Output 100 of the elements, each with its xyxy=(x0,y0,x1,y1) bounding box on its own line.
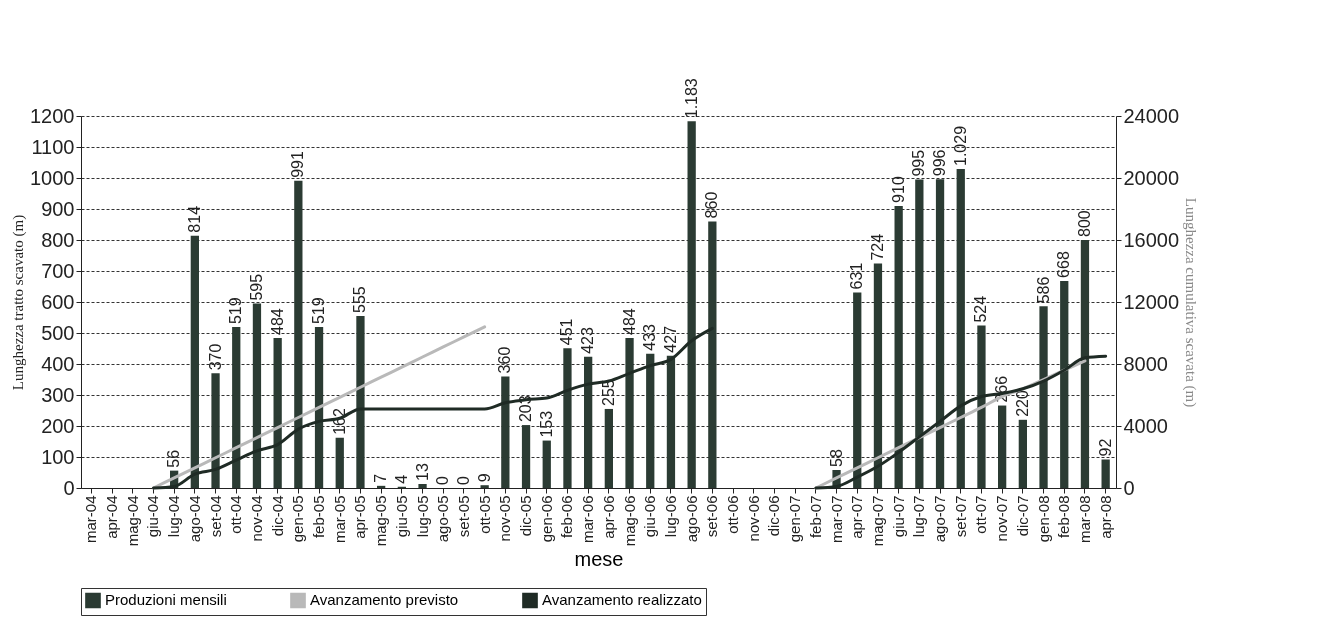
bar xyxy=(521,425,531,488)
x-tick-label: ott-04 xyxy=(227,495,245,534)
x-tick-label: nov-05 xyxy=(496,495,514,542)
x-tick-label: nov-06 xyxy=(744,495,762,542)
x-tick-label: lug-05 xyxy=(413,495,431,538)
bar xyxy=(480,485,489,488)
x-tick-label: apr-08 xyxy=(1096,495,1114,539)
x-tick-label: nov-04 xyxy=(247,495,265,542)
data-label: 595 xyxy=(247,273,265,301)
y-tick-label: 800 xyxy=(41,228,75,251)
data-label: 220 xyxy=(1013,390,1031,417)
data-label: 7 xyxy=(372,473,390,483)
x-tick-label: mar-05 xyxy=(330,495,348,544)
x-tick-label: gen-06 xyxy=(537,495,555,543)
x-tick-label: lug-07 xyxy=(910,495,928,538)
x-tick-label: mag-04 xyxy=(123,495,141,547)
data-label: 370 xyxy=(206,343,224,371)
x-tick-label: gen-07 xyxy=(786,495,804,543)
y2-tick-label: 16000 xyxy=(1123,228,1180,251)
data-label: 860 xyxy=(703,191,721,219)
x-tick-label: mag-06 xyxy=(620,495,638,547)
x-tick-label: dic-04 xyxy=(268,495,286,537)
data-label: 484 xyxy=(268,308,286,335)
x-tick-label: mag-05 xyxy=(372,495,390,547)
bar xyxy=(232,327,241,488)
x-tick-label: mar-08 xyxy=(1075,495,1093,544)
data-label: 524 xyxy=(972,295,990,323)
x-tick-label: set-07 xyxy=(951,495,969,538)
y-tick-label: 0 xyxy=(63,476,75,499)
y2-tick-label: 12000 xyxy=(1123,290,1180,313)
x-tick-label: ott-07 xyxy=(972,495,990,534)
x-tick-label: giu-06 xyxy=(641,495,659,538)
x-tick-label: ago-05 xyxy=(434,495,452,543)
x-tick-label: set-06 xyxy=(703,495,721,538)
x-tick-label: mar-06 xyxy=(579,495,597,544)
data-label: 519 xyxy=(310,297,328,325)
data-label: 0 xyxy=(454,476,472,485)
x-tick-label: dic-06 xyxy=(765,495,783,537)
x-tick-label: apr-07 xyxy=(848,495,866,539)
data-label: 668 xyxy=(1055,251,1073,278)
data-label: 0 xyxy=(434,476,452,485)
y-tick-label: 1100 xyxy=(31,135,75,158)
data-label: 423 xyxy=(579,327,597,354)
legend-label: Avanzamento previsto xyxy=(310,591,459,609)
x-tick-label: apr-05 xyxy=(351,495,369,539)
x-tick-label: giu-05 xyxy=(392,495,410,538)
data-label: 991 xyxy=(289,150,307,178)
y-tick-label: 300 xyxy=(41,383,75,406)
x-tick-label: apr-04 xyxy=(103,495,121,539)
data-label: 56 xyxy=(165,449,183,468)
x-tick-label: gen-08 xyxy=(1034,495,1052,543)
legend-label: Avanzamento realizzato xyxy=(542,591,702,609)
x-tick-label: gen-05 xyxy=(289,495,307,543)
y-tick-label: 100 xyxy=(41,445,75,468)
y-tick-label: 400 xyxy=(41,352,75,375)
x-tick-label: ago-04 xyxy=(185,495,203,543)
data-label: 631 xyxy=(848,262,866,290)
y2-axis-title: Lunghezza cumulativa scavata (m) xyxy=(1182,197,1200,408)
x-tick-label: feb-07 xyxy=(806,495,824,539)
y2-tick-label: 8000 xyxy=(1123,352,1168,375)
x-tick-label: giu-04 xyxy=(144,495,162,538)
data-label: 519 xyxy=(227,297,245,325)
data-label: 13 xyxy=(413,463,431,481)
data-label: 814 xyxy=(185,205,203,233)
x-tick-label: mag-07 xyxy=(868,495,886,547)
data-label: 555 xyxy=(351,286,369,313)
data-label: 58 xyxy=(827,449,845,468)
y-tick-label: 600 xyxy=(41,290,75,313)
bar xyxy=(666,355,676,488)
x-tick-label: ago-07 xyxy=(931,495,949,543)
data-label: 1.183 xyxy=(682,78,700,119)
y2-tick-label: 4000 xyxy=(1123,414,1168,437)
data-label: 910 xyxy=(889,176,907,203)
x-tick-label: feb-08 xyxy=(1055,495,1073,539)
data-label: 360 xyxy=(496,346,514,374)
x-tick-label: ott-05 xyxy=(475,495,493,534)
data-label: 484 xyxy=(620,308,638,335)
data-label: 433 xyxy=(641,323,659,351)
x-tick-label: ott-06 xyxy=(724,495,742,534)
x-tick-label: dic-07 xyxy=(1013,495,1031,537)
x-tick-label: feb-05 xyxy=(310,495,328,539)
data-label: 427 xyxy=(661,325,679,353)
data-label: 153 xyxy=(537,410,555,438)
data-label: 1.029 xyxy=(951,125,969,167)
x-tick-label: lug-04 xyxy=(165,495,183,538)
data-label: 995 xyxy=(910,149,928,177)
x-tick-label: ago-06 xyxy=(682,495,700,543)
x-tick-label: feb-06 xyxy=(558,495,576,539)
x-tick-label: dic-05 xyxy=(517,495,535,537)
data-label: 92 xyxy=(1096,438,1114,457)
y-tick-label: 200 xyxy=(41,414,75,437)
y-axis-title: Lunghezza tratto scavato (m) xyxy=(10,214,28,391)
y-tick-label: 700 xyxy=(41,259,75,282)
data-label: 586 xyxy=(1034,276,1052,304)
x-tick-label: giu-07 xyxy=(889,495,907,538)
data-label: 451 xyxy=(558,318,576,346)
data-label: 4 xyxy=(392,474,410,484)
data-label: 800 xyxy=(1075,210,1093,237)
bar xyxy=(956,169,965,488)
y-tick-label: 1000 xyxy=(30,166,75,189)
